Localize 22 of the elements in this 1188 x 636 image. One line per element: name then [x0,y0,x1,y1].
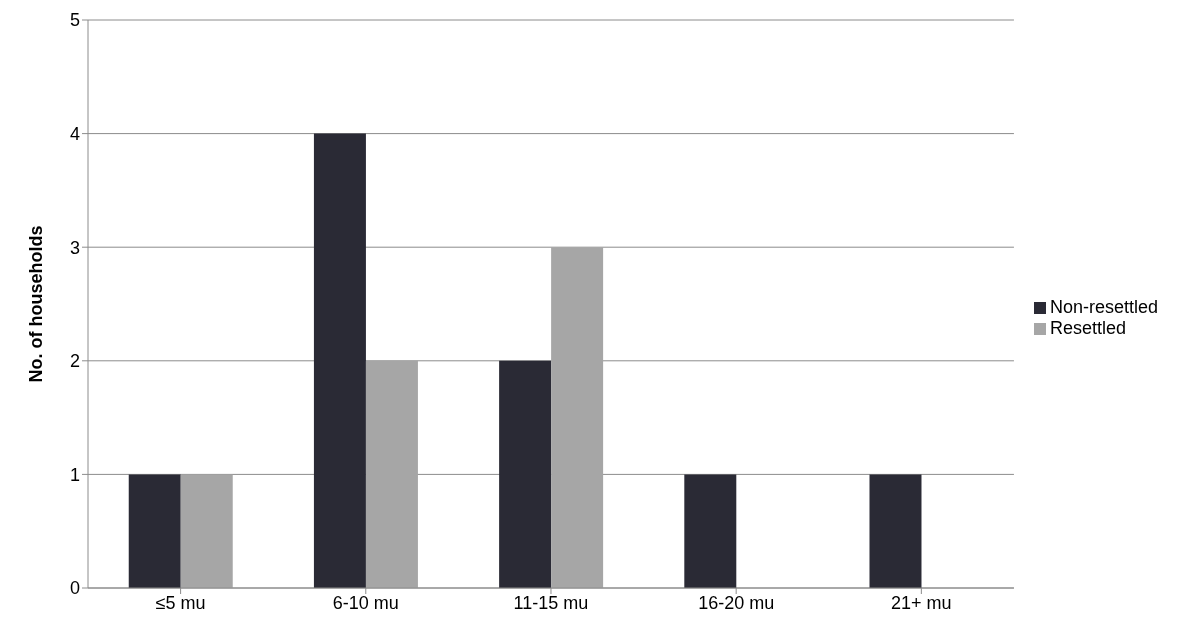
y-tick-label: 5 [69,10,80,31]
legend-label: Resettled [1049,318,1126,338]
bar [180,474,233,588]
y-tick-label: 4 [69,123,80,144]
x-tick-label: 11-15 mu [513,592,589,613]
y-tick-label: 3 [69,237,80,258]
x-tick-label: 21+ mu [891,592,952,613]
x-tick-label: 6-10 mu [332,592,399,613]
legend-label: Non-resettled [1049,297,1158,317]
bar [869,474,922,588]
bar [551,247,604,588]
bar [684,474,737,588]
bar [128,474,181,588]
bar [499,360,552,588]
y-axis-title: No. of households [26,225,47,383]
x-tick-label: ≤5 mu [155,592,206,613]
bar [365,360,418,588]
y-tick-label: 2 [69,351,80,372]
y-tick-label: 1 [69,464,80,485]
y-tick-label: 0 [69,578,80,599]
bar [313,133,366,588]
x-tick-label: 16-20 mu [698,592,775,613]
